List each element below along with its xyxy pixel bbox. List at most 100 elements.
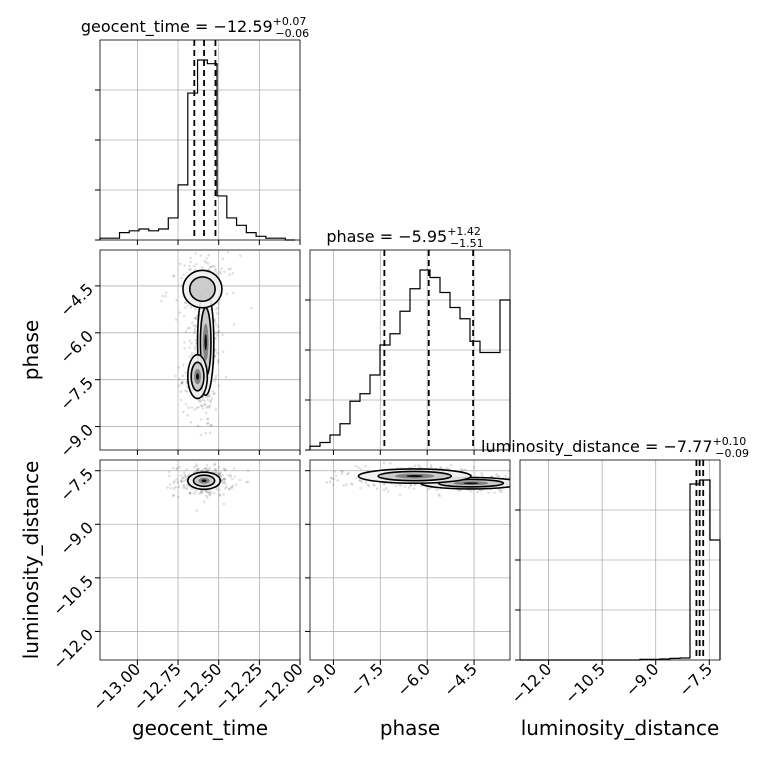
sample-point	[496, 474, 499, 478]
sample-point	[413, 464, 417, 468]
sample-point	[186, 484, 189, 488]
sample-point	[180, 381, 183, 385]
sample-point	[200, 489, 203, 493]
sample-point	[437, 493, 441, 496]
sample-point	[345, 483, 348, 487]
sample-point	[208, 493, 212, 497]
sample-point	[195, 463, 198, 466]
sample-point	[206, 398, 210, 402]
sample-point	[229, 473, 232, 477]
sample-point	[199, 418, 203, 421]
sample-point	[231, 272, 235, 275]
sample-point	[223, 477, 226, 481]
sample-point	[372, 483, 375, 486]
sample-point	[189, 420, 193, 424]
sample-point	[207, 490, 211, 493]
sample-point	[232, 323, 236, 326]
sample-point	[476, 490, 479, 494]
sample-point	[180, 382, 184, 385]
sample-point	[195, 468, 199, 471]
sample-point	[185, 487, 189, 490]
panel-frame	[99, 459, 301, 661]
sample-point	[186, 414, 190, 417]
sample-point	[214, 307, 218, 311]
sample-point	[208, 393, 211, 397]
sample-point	[403, 485, 407, 488]
sample-point	[214, 377, 217, 380]
sample-point	[464, 468, 467, 472]
sample-point	[191, 352, 194, 355]
sample-point	[239, 254, 242, 257]
sample-point	[223, 480, 226, 484]
sample-point	[250, 306, 253, 310]
sample-point	[215, 487, 218, 491]
sample-point	[181, 380, 184, 384]
sample-point	[183, 473, 187, 477]
contour-level	[201, 479, 207, 483]
hist-panel-geocent_time	[95, 39, 301, 245]
sample-point	[206, 394, 210, 398]
sample-point	[194, 338, 198, 342]
sample-point	[195, 262, 198, 266]
sample-point	[438, 494, 442, 498]
sample-point	[497, 475, 501, 478]
sample-point	[199, 490, 203, 494]
sample-point	[164, 294, 167, 298]
sample-point	[205, 257, 208, 260]
sample-point	[359, 467, 362, 471]
sample-point	[181, 374, 185, 378]
sample-point	[358, 479, 361, 482]
sample-point	[218, 270, 222, 274]
sample-point	[356, 466, 360, 469]
sample-point	[209, 265, 212, 269]
title-lower: −0.09	[715, 447, 749, 460]
sample-point	[182, 363, 185, 367]
title-text: phase = −5.95	[326, 227, 447, 246]
sample-point	[183, 475, 187, 478]
sample-point	[209, 265, 213, 269]
density-points	[160, 250, 253, 437]
sample-point	[188, 491, 192, 495]
sample-point	[230, 477, 234, 481]
sample-point	[188, 491, 192, 495]
sample-point	[203, 399, 206, 403]
sample-point	[225, 485, 228, 489]
sample-point	[179, 479, 183, 482]
sample-point	[213, 265, 216, 268]
sample-point	[407, 486, 411, 489]
title-upper: +0.07	[273, 15, 307, 28]
sample-point	[487, 491, 490, 494]
sample-point	[389, 462, 392, 465]
sample-point	[223, 477, 226, 481]
sample-point	[220, 267, 223, 270]
y-axis-label-luminosity_distance: luminosity_distance	[19, 461, 43, 660]
sample-point	[209, 399, 213, 403]
sample-point	[178, 465, 182, 469]
sample-point	[193, 466, 196, 469]
sample-point	[364, 480, 368, 484]
sample-point	[184, 478, 188, 482]
sample-point	[206, 496, 209, 499]
sample-point	[190, 321, 194, 325]
sample-point	[161, 294, 164, 298]
sample-point	[399, 484, 403, 487]
sample-point	[246, 480, 250, 484]
sample-point	[179, 474, 183, 477]
sample-point	[209, 424, 213, 427]
sample-point	[196, 468, 200, 471]
x-axis-label-luminosity_distance: luminosity_distance	[521, 716, 720, 740]
sample-point	[167, 470, 171, 474]
sample-point	[325, 481, 329, 484]
sample-point	[197, 467, 200, 471]
sample-point	[234, 483, 238, 487]
sample-point	[382, 488, 386, 492]
sample-point	[206, 421, 209, 425]
sample-point	[223, 468, 227, 471]
sample-point	[203, 402, 206, 406]
sample-point	[205, 490, 209, 494]
sample-point	[500, 489, 503, 493]
sample-point	[171, 274, 175, 277]
sample-point	[459, 467, 463, 471]
title-upper: +1.42	[447, 225, 481, 238]
sample-point	[180, 276, 183, 280]
